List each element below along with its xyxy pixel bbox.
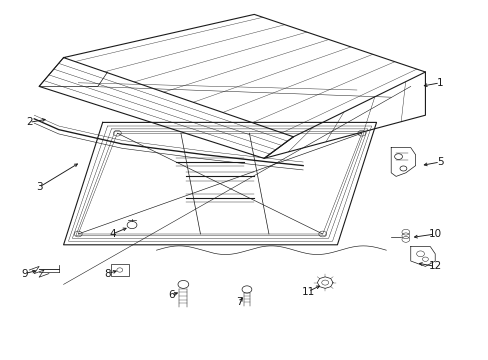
Text: 2: 2 <box>26 117 33 127</box>
Text: 12: 12 <box>427 261 441 271</box>
Text: 8: 8 <box>104 269 111 279</box>
Bar <box>111 264 128 276</box>
Text: 1: 1 <box>436 78 443 88</box>
Text: 4: 4 <box>109 229 116 239</box>
Text: 9: 9 <box>21 269 28 279</box>
Text: 3: 3 <box>36 182 42 192</box>
Text: 6: 6 <box>167 290 174 300</box>
Text: 7: 7 <box>236 297 243 307</box>
Text: 5: 5 <box>436 157 443 167</box>
Text: 10: 10 <box>428 229 441 239</box>
Text: 11: 11 <box>301 287 314 297</box>
